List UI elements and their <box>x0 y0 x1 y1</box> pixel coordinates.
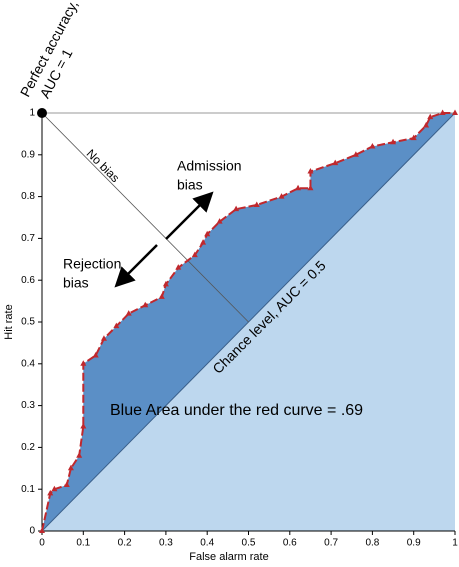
y-tick-label: 0.6 <box>21 275 35 286</box>
y-tick-label: 0 <box>29 526 35 537</box>
y-axis-label: Hit rate <box>3 304 15 339</box>
roc-point <box>80 360 87 366</box>
y-tick-label: 1 <box>29 108 35 119</box>
roc-point <box>125 310 132 316</box>
roc-point <box>80 423 87 429</box>
x-tick-label: 0.9 <box>407 538 421 549</box>
rejection-arrow <box>114 244 158 288</box>
y-tick-label: 0.7 <box>21 233 35 244</box>
roc-point <box>352 151 359 157</box>
roc-point <box>100 335 107 341</box>
y-tick-label: 0.1 <box>21 484 35 495</box>
x-tick-label: 0.1 <box>76 538 90 549</box>
rejection-label: Rejection <box>63 256 121 272</box>
roc-point <box>113 322 120 329</box>
roc-point <box>307 184 314 191</box>
admission-label: Admission <box>177 158 242 174</box>
roc-point <box>158 293 165 299</box>
roc-point <box>191 251 198 258</box>
y-tick-label: 0.2 <box>21 442 35 453</box>
y-tick-label: 0.3 <box>21 400 35 411</box>
roc-point <box>142 301 149 308</box>
roc-point <box>253 201 260 207</box>
x-tick-label: 0.2 <box>118 538 132 549</box>
area-label: Blue Area under the red curve = .69 <box>110 402 363 419</box>
roc-point <box>369 142 376 149</box>
roc-point <box>295 184 302 191</box>
x-tick-label: 0.4 <box>200 538 214 549</box>
roc-point <box>67 464 74 471</box>
y-tick-label: 0.8 <box>21 191 35 202</box>
x-tick-label: 0.7 <box>324 538 338 549</box>
roc-point <box>233 205 240 212</box>
roc-point <box>175 264 182 270</box>
y-tick-label: 0.5 <box>21 317 35 328</box>
roc-point <box>439 109 446 115</box>
rejection-label: bias <box>63 275 89 291</box>
roc-point <box>427 113 434 120</box>
x-tick-label: 1 <box>452 538 458 549</box>
no-bias-label: No bias <box>84 146 123 185</box>
roc-point <box>200 239 207 245</box>
roc-point <box>47 489 54 496</box>
roc-point <box>278 193 285 199</box>
perfect-point <box>37 108 47 118</box>
roc-point <box>216 218 223 224</box>
x-tick-label: 0.6 <box>283 538 297 549</box>
y-tick-label: 0.9 <box>21 149 35 160</box>
x-tick-label: 0 <box>39 538 45 549</box>
admission-arrow <box>165 191 214 240</box>
x-tick-label: 0.5 <box>242 538 256 549</box>
roc-point <box>76 452 83 458</box>
perfect-label: Perfect accuracy,AUC = 1 <box>17 0 81 101</box>
roc-point <box>307 168 314 174</box>
roc-point <box>332 159 339 166</box>
roc-point <box>452 109 458 115</box>
roc-point <box>92 351 99 358</box>
roc-point <box>51 485 58 492</box>
x-tick-label: 0.3 <box>159 538 173 549</box>
x-axis-label: False alarm rate <box>189 551 268 563</box>
x-tick-label: 0.8 <box>365 538 379 549</box>
no-bias-line <box>41 112 249 323</box>
roc-point <box>204 230 211 237</box>
roc-point <box>39 527 45 533</box>
admission-label: bias <box>177 177 203 193</box>
roc-point <box>63 481 70 488</box>
roc-point <box>162 280 169 287</box>
roc-point <box>410 134 417 141</box>
y-tick-label: 0.4 <box>21 358 35 369</box>
roc-point <box>390 138 397 145</box>
roc-point <box>423 122 430 128</box>
